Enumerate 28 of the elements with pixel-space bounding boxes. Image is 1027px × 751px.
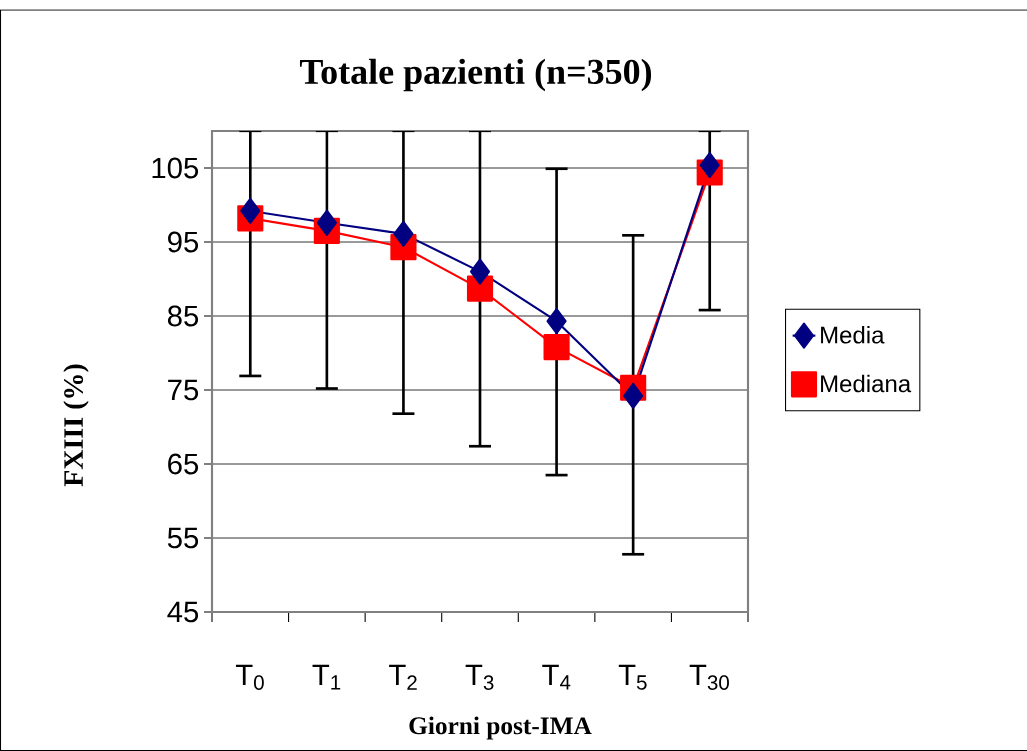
- point: [240, 197, 261, 224]
- y-tick-label: 105: [152, 157, 199, 179]
- point: [546, 308, 567, 335]
- legend-label: Media: [821, 325, 885, 344]
- y-axis-title: FXIII (%): [63, 364, 89, 487]
- x-tick-label: T$_{3}$: [465, 664, 494, 690]
- chart-title: Totale pazienti (n=350): [299, 58, 652, 92]
- y-tick-label: 95: [168, 231, 199, 253]
- y-tick-label: 65: [168, 453, 199, 475]
- x-tick-label: T$_{0}$: [235, 664, 264, 690]
- y-tick-label: 55: [167, 527, 199, 549]
- legend-label: Mediana: [821, 374, 912, 393]
- x-tick-label: T$_{30}$: [689, 664, 729, 690]
- point: [466, 275, 494, 302]
- y-tick-label: 85: [167, 305, 199, 327]
- y-tick-label: 45: [167, 601, 199, 623]
- x-tick-label: T$_{4}$: [542, 664, 571, 690]
- point: [623, 382, 644, 409]
- point: [393, 220, 414, 247]
- point: [316, 209, 337, 236]
- x-tick-label: T$_{1}$: [312, 664, 341, 690]
- point: [699, 151, 720, 179]
- x-tick-label: T$_{5}$: [618, 664, 647, 690]
- y-tick-label: 75: [168, 379, 199, 401]
- x-tick-label: T$_{2}$: [389, 664, 417, 690]
- point: [469, 258, 491, 285]
- x-axis-title: Giorni post-IMA: [409, 716, 592, 740]
- point: [543, 334, 570, 361]
